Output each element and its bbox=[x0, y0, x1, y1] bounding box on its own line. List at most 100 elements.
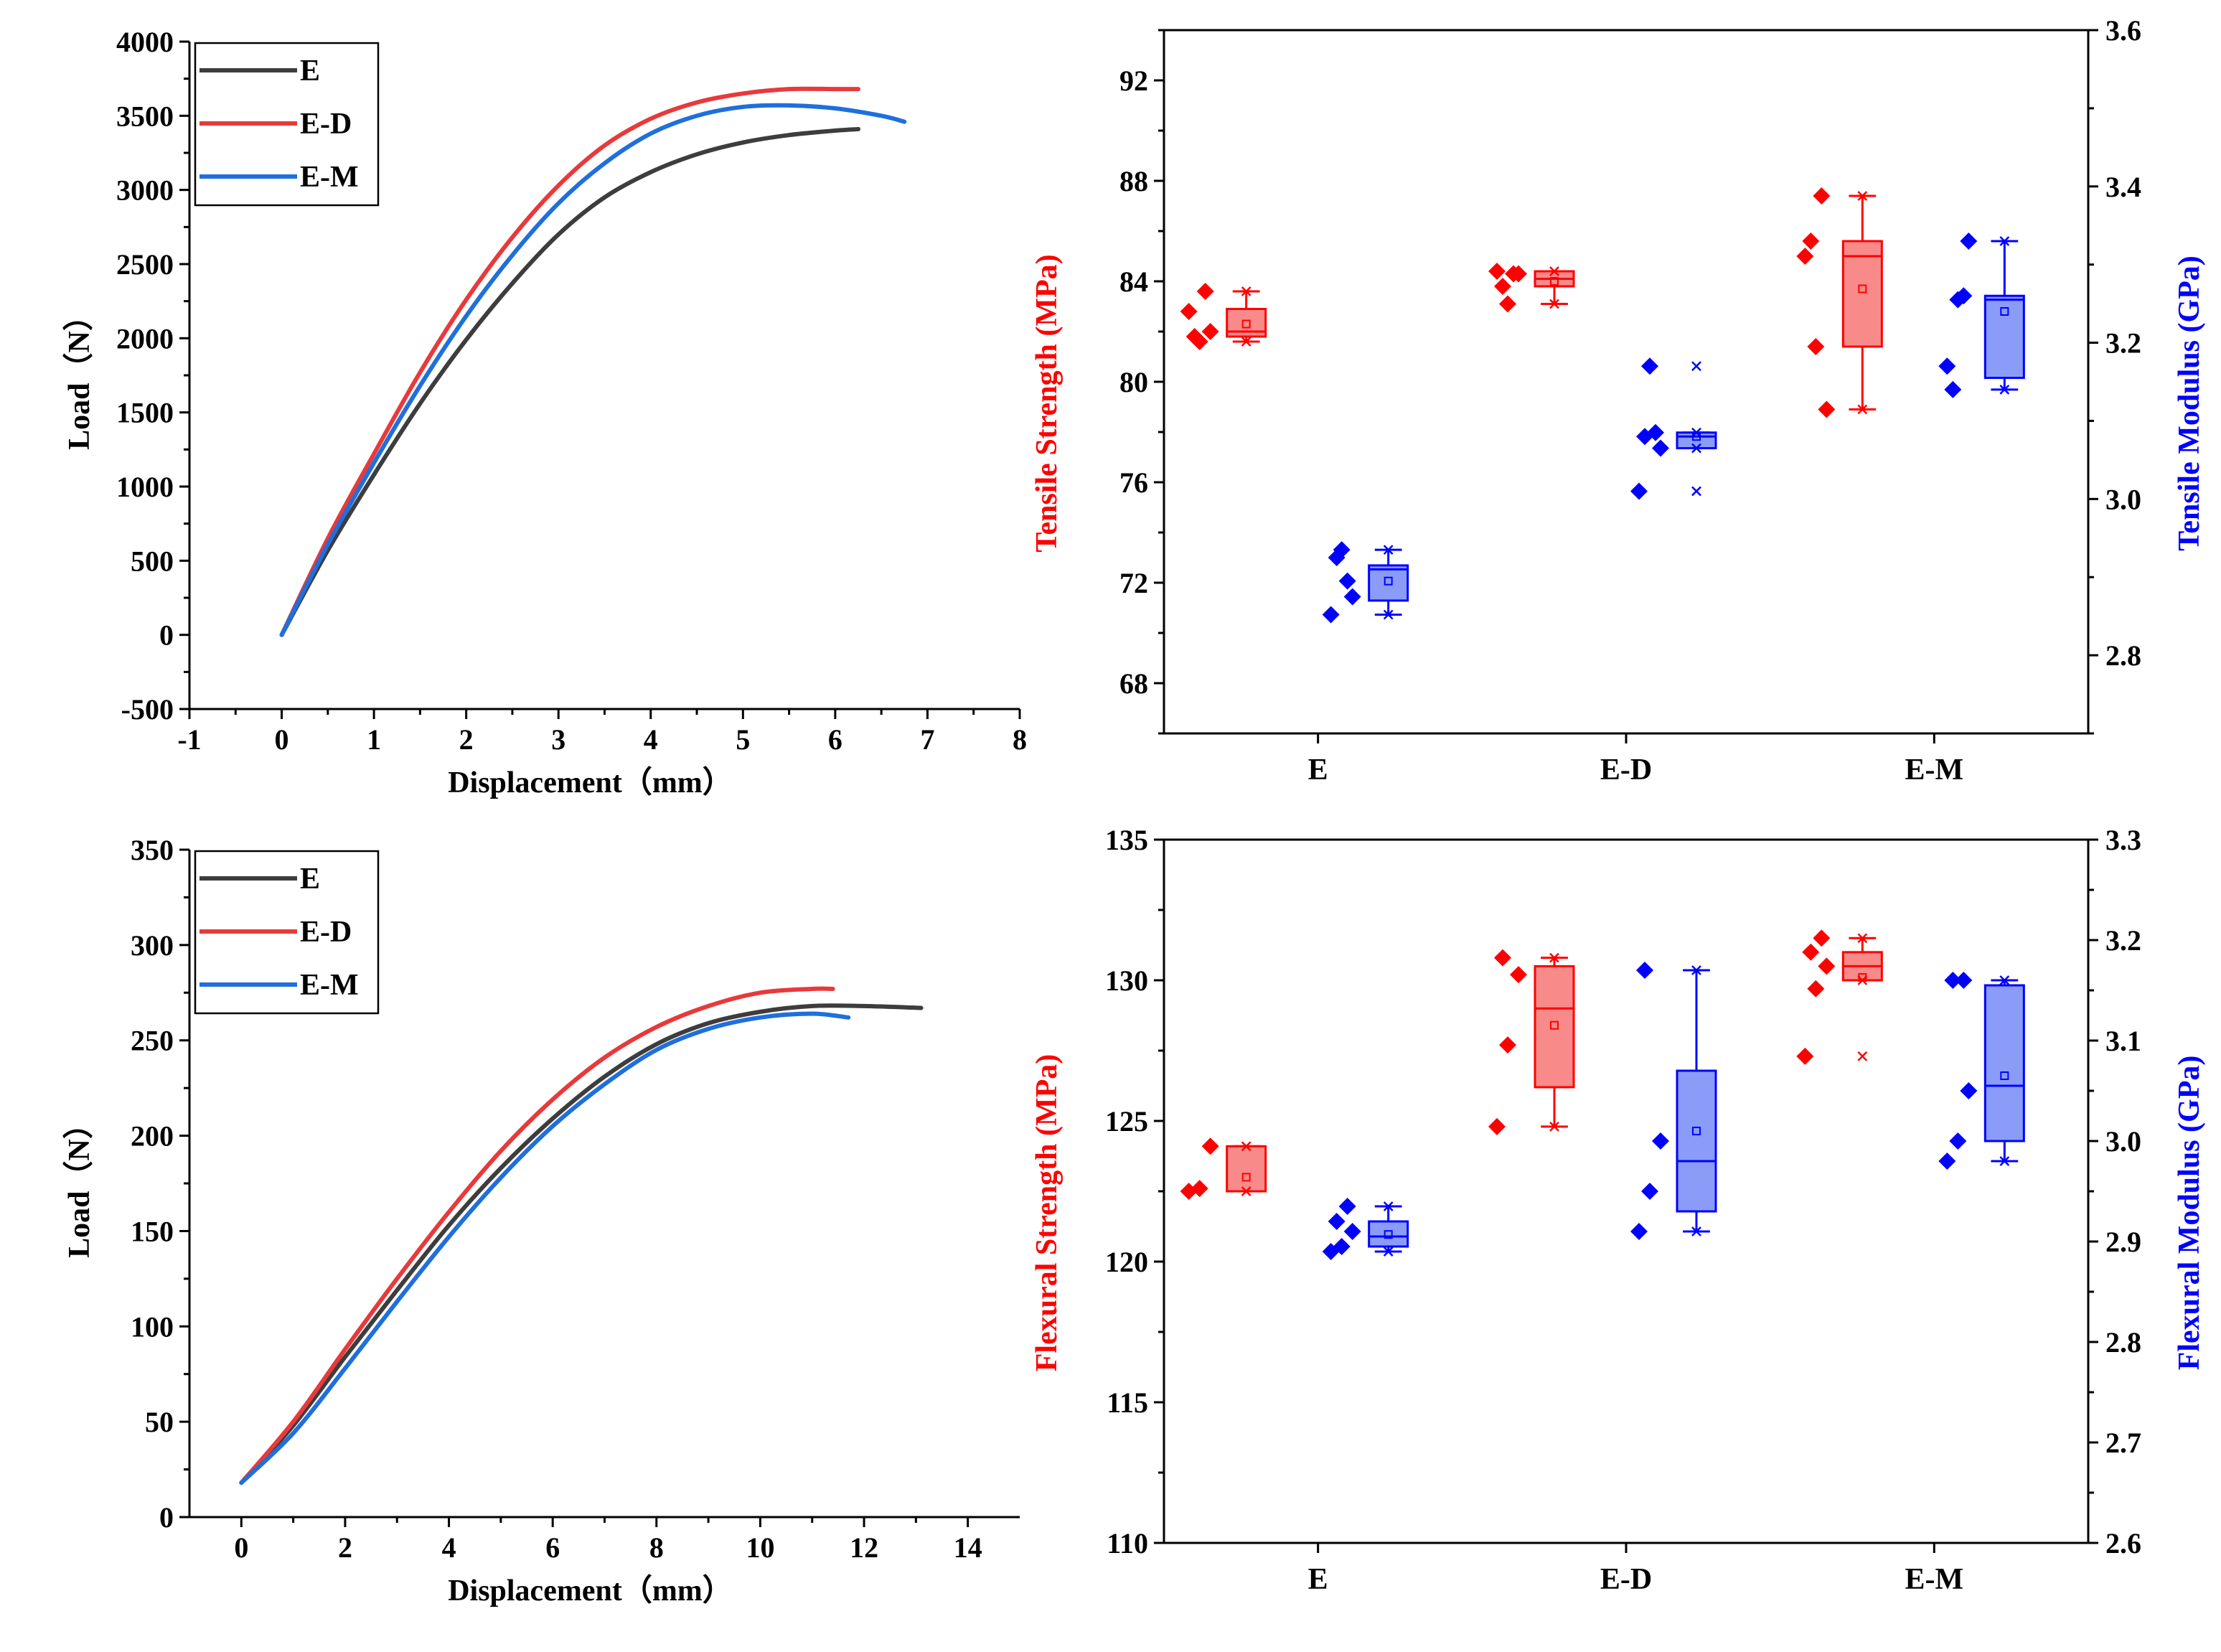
modulus-data-point bbox=[1328, 1213, 1346, 1230]
modulus-box bbox=[1368, 1220, 1409, 1248]
strength-data-point bbox=[1499, 295, 1516, 313]
x-axis-title: Displacement（mm） bbox=[448, 766, 733, 799]
strength-mean-marker bbox=[1858, 284, 1867, 294]
category-label: E-D bbox=[1600, 754, 1652, 787]
x-tick-label: 4 bbox=[442, 1531, 456, 1564]
strength-extreme-marker bbox=[1857, 191, 1868, 201]
y-tick-label: 300 bbox=[131, 929, 174, 962]
y-right-tick-label: 2.9 bbox=[2105, 1226, 2141, 1258]
legend-label: E bbox=[300, 55, 320, 88]
x-tick-label: 8 bbox=[1013, 723, 1027, 756]
modulus-data-point bbox=[1338, 572, 1356, 590]
modulus-data-point bbox=[1343, 1223, 1361, 1240]
modulus-data-point bbox=[1630, 482, 1648, 500]
modulus-box bbox=[1368, 564, 1409, 602]
modulus-box bbox=[1983, 984, 2025, 1142]
modulus-mean-marker bbox=[1384, 1230, 1393, 1239]
modulus-extreme-marker bbox=[1691, 1226, 1701, 1236]
y-tick-label: 2000 bbox=[116, 322, 174, 355]
modulus-data-point bbox=[1960, 1082, 1978, 1099]
y-axis-title: Load（N） bbox=[62, 1109, 96, 1258]
y-tick-label: 1500 bbox=[116, 397, 174, 429]
strength-mean-marker bbox=[1550, 1020, 1559, 1030]
x-tick-label: 4 bbox=[644, 723, 658, 756]
modulus-data-point bbox=[1938, 357, 1956, 375]
strength-data-point bbox=[1818, 957, 1836, 975]
y-tick-label: 3000 bbox=[116, 174, 174, 207]
y-tick-label: 200 bbox=[131, 1120, 174, 1153]
strength-extreme-marker bbox=[1241, 337, 1252, 347]
modulus-extreme-marker bbox=[1691, 443, 1701, 454]
strength-data-point bbox=[1813, 187, 1831, 205]
x-tick-label: -1 bbox=[177, 723, 201, 756]
y-left-tick-label: 130 bbox=[1105, 965, 1148, 997]
x-tick-label: 14 bbox=[954, 1531, 982, 1564]
modulus-data-point bbox=[1630, 1223, 1648, 1240]
y-tick-label: 500 bbox=[131, 545, 174, 577]
category-label: E bbox=[1308, 754, 1328, 787]
strength-extreme-marker bbox=[1549, 266, 1559, 276]
modulus-data-point bbox=[1343, 588, 1361, 606]
strength-box bbox=[1226, 1145, 1267, 1193]
modulus-data-point bbox=[1338, 1198, 1356, 1215]
modulus-extreme-marker bbox=[1691, 486, 1701, 497]
modulus-mean-marker bbox=[2000, 307, 2009, 316]
y-right-tick-label: 2.8 bbox=[2105, 639, 2141, 672]
legend-label: E-D bbox=[300, 916, 352, 949]
strength-data-point bbox=[1796, 248, 1814, 265]
y-right-tick-label: 3.0 bbox=[2105, 1125, 2141, 1158]
y-right-axis-title: Flexural Modulus (GPa) bbox=[2173, 1056, 2206, 1371]
x-tick-label: 1 bbox=[367, 723, 381, 756]
y-right-tick-label: 3.2 bbox=[2105, 924, 2141, 957]
y-tick-label: 250 bbox=[131, 1025, 174, 1057]
strength-mean-marker bbox=[1550, 277, 1559, 286]
strength-data-point bbox=[1807, 980, 1825, 998]
series-line-E-D bbox=[279, 86, 861, 637]
x-axis-title: Displacement（mm） bbox=[448, 1574, 733, 1608]
y-left-tick-label: 110 bbox=[1107, 1527, 1148, 1559]
strength-data-point bbox=[1201, 323, 1219, 340]
strength-data-point bbox=[1180, 303, 1198, 320]
strength-data-point bbox=[1818, 400, 1836, 418]
strength-data-point bbox=[1488, 1117, 1506, 1135]
x-tick-label: 10 bbox=[746, 1531, 774, 1564]
strength-extreme-marker bbox=[1549, 1121, 1559, 1132]
strength-box bbox=[1534, 965, 1575, 1089]
y-left-tick-label: 68 bbox=[1119, 667, 1148, 700]
y-right-axis-title: Tensile Modulus (GPa) bbox=[2173, 255, 2206, 551]
x-tick-label: 6 bbox=[545, 1531, 560, 1564]
strength-extreme-marker bbox=[1857, 933, 1868, 944]
modulus-data-point bbox=[1647, 423, 1664, 441]
category-label: E bbox=[1308, 1563, 1328, 1596]
y-right-tick-label: 3.3 bbox=[2105, 824, 2141, 856]
y-tick-label: 4000 bbox=[116, 26, 174, 58]
modulus-extreme-marker bbox=[1691, 965, 1701, 975]
y-right-tick-label: 3.4 bbox=[2105, 171, 2141, 203]
y-tick-label: 0 bbox=[159, 1501, 174, 1534]
strength-data-point bbox=[1196, 283, 1214, 300]
y-left-tick-label: 84 bbox=[1119, 266, 1148, 298]
series-line-E-M bbox=[279, 103, 907, 637]
category-label: E-D bbox=[1600, 1563, 1652, 1596]
strength-data-point bbox=[1510, 966, 1527, 984]
y-tick-label: 3500 bbox=[116, 100, 174, 132]
flexural-box-chart: 110 115 120 125 130 135 2.6 2.7 2.8 2.9 3.0 3.1 3.2 3… bbox=[1030, 824, 2206, 1596]
modulus-data-point bbox=[1641, 1183, 1658, 1200]
strength-extreme-marker bbox=[1241, 286, 1252, 296]
y-left-tick-label: 120 bbox=[1105, 1246, 1148, 1278]
y-tick-label: 0 bbox=[159, 619, 174, 652]
x-tick-label: 8 bbox=[649, 1531, 664, 1564]
y-axis-title: Load（N） bbox=[62, 301, 96, 450]
strength-extreme-marker bbox=[1857, 975, 1868, 985]
y-left-tick-label: 125 bbox=[1105, 1105, 1148, 1137]
y-left-tick-label: 135 bbox=[1105, 824, 1148, 856]
legend-label: E-D bbox=[300, 108, 352, 141]
x-tick-label: 2 bbox=[338, 1531, 352, 1564]
y-right-tick-label: 2.6 bbox=[2105, 1527, 2141, 1559]
modulus-box bbox=[1983, 294, 2025, 380]
legend-label: E-M bbox=[300, 969, 359, 1002]
series-line-E-D bbox=[239, 986, 835, 1486]
y-tick-label: 1000 bbox=[116, 471, 174, 503]
modulus-data-point bbox=[1955, 287, 1973, 305]
